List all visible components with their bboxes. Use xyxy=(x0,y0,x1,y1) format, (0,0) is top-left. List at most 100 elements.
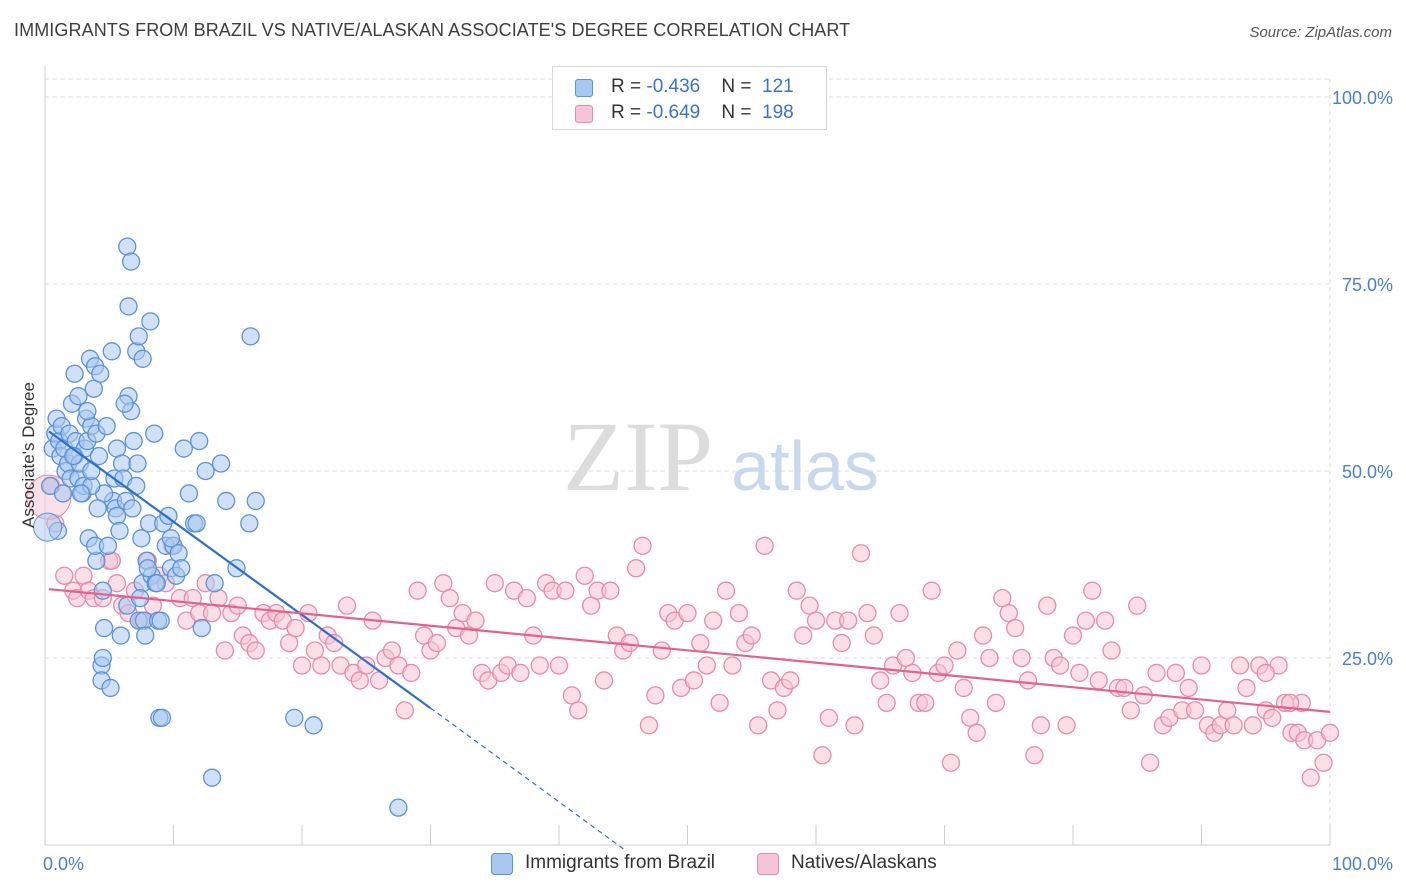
y-tick-label-1: 50.0% xyxy=(1342,462,1393,482)
natives-point-125 xyxy=(838,611,858,630)
natives-point-108 xyxy=(729,603,749,623)
brazil-point-30 xyxy=(93,581,112,600)
brazil-point-68 xyxy=(152,708,172,727)
natives-point-124 xyxy=(832,633,851,653)
natives-point-94 xyxy=(639,716,659,735)
natives-point-70 xyxy=(485,574,504,593)
natives-point-131 xyxy=(877,693,896,713)
series-brazil-points xyxy=(33,237,408,817)
swatch-natives xyxy=(575,105,593,123)
brazil-point-22 xyxy=(65,364,84,383)
natives-point-155 xyxy=(1031,716,1051,735)
brazil-point-28 xyxy=(89,446,109,466)
natives-point-179 xyxy=(1185,701,1205,720)
natives-point-80 xyxy=(549,656,569,675)
natives-point-128 xyxy=(858,603,877,623)
legend-swatch-natives xyxy=(757,853,779,875)
natives-point-142 xyxy=(948,641,967,660)
r-value-brazil: -0.436 xyxy=(646,76,701,97)
natives-point-153 xyxy=(1018,671,1038,690)
brazil-point-31 xyxy=(94,618,114,638)
brazil-point-51 xyxy=(124,431,143,451)
brazil-point-100 xyxy=(133,349,152,368)
brazil-point-89 xyxy=(240,514,259,533)
brazil-point-62 xyxy=(145,424,164,443)
natives-point-151 xyxy=(1006,618,1025,638)
natives-point-63 xyxy=(440,589,459,608)
brazil-point-38 xyxy=(101,678,120,698)
natives-point-170 xyxy=(1128,596,1147,615)
natives-point-156 xyxy=(1038,596,1057,615)
n-value-brazil: 121 xyxy=(762,76,794,97)
brazil-point-58 xyxy=(136,626,155,645)
natives-point-133 xyxy=(890,603,909,623)
y-tick-label-2: 75.0% xyxy=(1342,275,1393,295)
n-label: N = xyxy=(721,76,757,97)
trend-natives xyxy=(48,588,1331,713)
brazil-point-94 xyxy=(389,798,408,817)
axes xyxy=(44,66,1331,846)
natives-point-127 xyxy=(851,544,871,563)
brazil-point-80 xyxy=(187,514,206,533)
natives-point-40 xyxy=(292,656,312,675)
y-axis-label: Associate's Degree xyxy=(19,382,38,528)
natives-point-28 xyxy=(215,641,235,660)
brazil-point-102 xyxy=(115,394,134,413)
natives-point-199 xyxy=(1314,753,1333,772)
natives-point-47 xyxy=(337,596,357,615)
brazil-point-108 xyxy=(78,402,97,421)
natives-point-57 xyxy=(402,663,421,683)
natives-point-116 xyxy=(781,671,800,690)
r-label: R = xyxy=(611,102,647,123)
natives-point-111 xyxy=(749,716,768,735)
brazil-point-107 xyxy=(97,416,116,436)
natives-point-164 xyxy=(1089,671,1108,690)
brazil-point-119 xyxy=(138,559,157,578)
natives-point-77 xyxy=(530,656,549,675)
natives-point-117 xyxy=(787,581,806,600)
natives-point-178 xyxy=(1179,678,1198,698)
natives-point-145 xyxy=(967,723,986,742)
brazil-point-96 xyxy=(121,252,141,271)
stats-legend: R = -0.436 N = 121 R = -0.649 N = 198 xyxy=(552,66,827,130)
natives-point-126 xyxy=(845,716,864,735)
natives-point-83 xyxy=(569,701,588,720)
natives-point-33 xyxy=(246,641,265,660)
brazil-point-75 xyxy=(169,544,188,563)
natives-point-159 xyxy=(1057,716,1076,735)
natives-point-50 xyxy=(357,656,376,675)
natives-point-203 xyxy=(1256,663,1275,683)
brazil-point-87 xyxy=(217,491,236,511)
natives-point-166 xyxy=(1102,641,1121,660)
natives-point-112 xyxy=(755,536,774,555)
natives-point-105 xyxy=(710,693,729,713)
natives-point-173 xyxy=(1147,663,1166,683)
natives-point-84 xyxy=(575,566,594,585)
watermark: ZIP atlas xyxy=(563,401,879,512)
natives-point-143 xyxy=(954,678,973,698)
x-tick-label-0: 0.0% xyxy=(43,854,84,874)
natives-point-88 xyxy=(601,581,620,600)
natives-point-87 xyxy=(594,671,614,690)
trend-brazil-extension xyxy=(430,707,624,850)
legend-label-brazil: Immigrants from Brazil xyxy=(525,852,716,873)
brazil-point-44 xyxy=(111,626,130,645)
brazil-point-76 xyxy=(172,559,191,578)
chart-title: IMMIGRANTS FROM BRAZIL VS NATIVE/ALASKAN… xyxy=(14,20,851,40)
natives-point-121 xyxy=(813,746,832,765)
brazil-point-83 xyxy=(196,461,215,481)
natives-point-93 xyxy=(633,536,652,555)
natives-point-10 xyxy=(102,551,121,570)
natives-point-146 xyxy=(973,626,993,645)
brazil-point-115 xyxy=(82,461,101,481)
brazil-point-110 xyxy=(102,342,121,361)
brazil-point-86 xyxy=(211,454,231,473)
y-tick-labels: 25.0% 50.0% 75.0% 100.0% xyxy=(1332,88,1393,669)
brazil-point-117 xyxy=(98,536,118,555)
legend-label-natives: Natives/Alaskans xyxy=(791,852,937,873)
natives-point-104 xyxy=(704,611,723,630)
natives-point-114 xyxy=(768,701,787,720)
natives-point-188 xyxy=(1243,716,1263,735)
natives-point-200 xyxy=(1320,723,1340,742)
swatch-brazil xyxy=(575,79,593,97)
